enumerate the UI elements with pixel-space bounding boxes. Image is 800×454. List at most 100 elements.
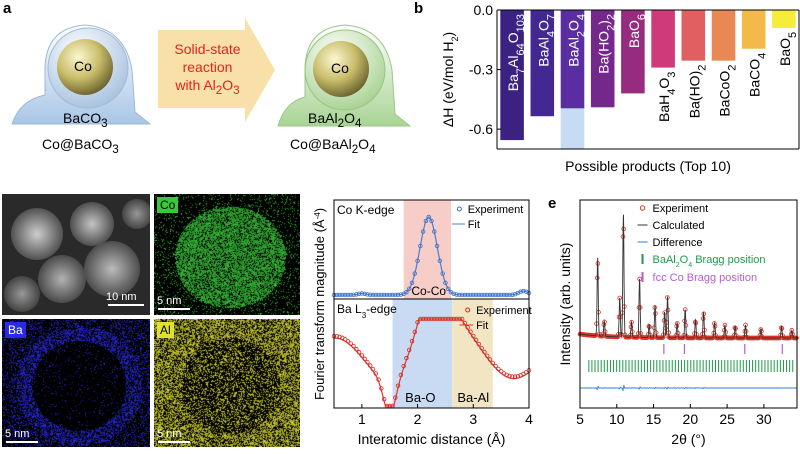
- ba-exp-point: [373, 371, 378, 376]
- ba-exp-point: [381, 396, 387, 402]
- calc-line: [579, 214, 797, 339]
- reaction-arrow: [158, 18, 275, 122]
- legend-bragg2: fcc Co Bragg position: [653, 272, 758, 284]
- chart-b: Ba7Al64O103BaAl4O7BaAl2O4Ba(HO2)2BaO6BaH…: [440, 2, 800, 174]
- co-exp-point: [373, 292, 378, 298]
- chart-e: 5 10 15 20 25 30 2θ (°) Intensity (arb. units) E…: [557, 199, 799, 447]
- arrow-text-line1: Solid-state: [174, 41, 241, 57]
- x-tick-label: 5: [576, 411, 584, 427]
- co-exp-point: [473, 292, 479, 298]
- co-exp-point: [485, 292, 490, 298]
- scale-text: 5 nm: [5, 428, 30, 440]
- em-tile-haadf: 10 nm: [2, 194, 150, 315]
- co-exp-point: [457, 292, 462, 298]
- ba-exp-point: [356, 350, 362, 355]
- ba-exp-point: [504, 372, 509, 378]
- ba-exp-point: [493, 363, 498, 369]
- scale-text: 10 nm: [106, 291, 137, 303]
- band-label-ba-o: Ba-O: [405, 390, 435, 405]
- shell-left-label: BaCO3: [63, 110, 108, 130]
- co-exp-point: [482, 292, 487, 298]
- co-exp-point: [518, 289, 523, 294]
- bar-5: [651, 10, 675, 68]
- y-axis-label: Intensity (arb. units): [557, 243, 573, 366]
- bar-label-7: BaCoO2: [717, 65, 739, 117]
- ba-exp-point: [415, 320, 420, 325]
- ba-exp-point: [454, 316, 459, 322]
- co-exp-point: [365, 292, 370, 297]
- co-exp-point: [443, 280, 448, 286]
- band-label-ba-al: Ba-Al: [457, 390, 489, 405]
- ba-exp-point: [457, 316, 462, 322]
- co-exp-point: [368, 292, 373, 298]
- al-map: [154, 319, 300, 447]
- plot-frame: [579, 199, 798, 409]
- band-label-co-co: Co-Co: [411, 284, 446, 298]
- ba-map: [2, 319, 150, 447]
- em-tile-co: Co 5 nm: [154, 194, 300, 315]
- co-exp-point: [521, 288, 526, 294]
- haadf-image: [4, 199, 150, 312]
- co-exp-point: [437, 258, 443, 264]
- ba-exp-point: [510, 374, 515, 379]
- co-exp-point: [490, 292, 495, 298]
- legend-fit: Fit: [476, 320, 488, 332]
- arrow-text-line2: reaction: [182, 59, 233, 75]
- ba-exp-point: [507, 373, 512, 379]
- scale-bar: [6, 441, 38, 443]
- ba-exp-point: [409, 339, 415, 344]
- co-exp-point: [376, 292, 381, 298]
- x-tick-label: 15: [646, 411, 662, 427]
- co-exp-point: [462, 292, 468, 298]
- co-exp-point: [465, 292, 470, 298]
- ba-exp-point: [362, 356, 367, 362]
- ba-exp-point: [498, 369, 504, 374]
- bar-label-0: Ba7Al64O103: [505, 14, 527, 91]
- ba-exp-point: [471, 333, 476, 339]
- y-tick-label: -0.3: [469, 62, 493, 78]
- co-exp-point: [404, 289, 409, 295]
- co-exp-point: [476, 292, 482, 298]
- ba-exp-point: [370, 366, 376, 372]
- ba-exp-point: [404, 355, 409, 361]
- co-exp-point: [507, 292, 512, 298]
- ba-exp-point: [459, 316, 465, 322]
- ba-exp-point: [365, 360, 370, 365]
- arrow-text: Solid-state reaction with Al2O3: [160, 40, 255, 100]
- ba-exp-point: [368, 363, 373, 368]
- em-tile-ba: Ba 5 nm: [2, 319, 150, 447]
- co-exp-point: [418, 243, 423, 249]
- co-exp-point: [390, 292, 395, 298]
- ba-exp-point: [412, 329, 417, 335]
- panel-label-e: e: [548, 195, 557, 212]
- legend-fit: Fit: [468, 219, 480, 231]
- ba-exp-point: [426, 316, 431, 322]
- co-exp-point: [434, 243, 440, 249]
- legend-exp: Experiment: [468, 204, 524, 216]
- co-exp-point: [440, 271, 445, 276]
- scale-bar: [158, 441, 190, 443]
- x-tick-label: 1: [358, 411, 366, 427]
- co-exp-point: [345, 292, 351, 298]
- co-exp-point: [451, 291, 456, 297]
- bar-label-9: BaO5: [777, 32, 799, 66]
- ba-exp-point: [379, 386, 384, 391]
- co-exp-point: [395, 292, 401, 298]
- bar-0: [500, 10, 524, 141]
- y-axis-label: ΔH (eV/mol H2): [440, 32, 460, 127]
- bar-7: [711, 10, 736, 61]
- co-exp-point: [393, 292, 398, 298]
- bottom-title: Ba L3-edge: [337, 302, 397, 320]
- ba-exp-point: [429, 316, 434, 322]
- x-tick-label: 3: [469, 411, 477, 427]
- co-exp-point: [468, 292, 473, 298]
- co-exp-point: [398, 292, 404, 297]
- ba-exp-point: [376, 377, 381, 382]
- bar-2: [560, 10, 585, 109]
- co-exp-point: [501, 292, 507, 298]
- core-right-label: Co: [331, 60, 349, 76]
- bar-label-8: BaCO4: [747, 53, 769, 97]
- ba-exp-point: [437, 316, 443, 322]
- x-tick-label: 2: [414, 411, 422, 427]
- legend-exp: Experiment: [653, 203, 709, 215]
